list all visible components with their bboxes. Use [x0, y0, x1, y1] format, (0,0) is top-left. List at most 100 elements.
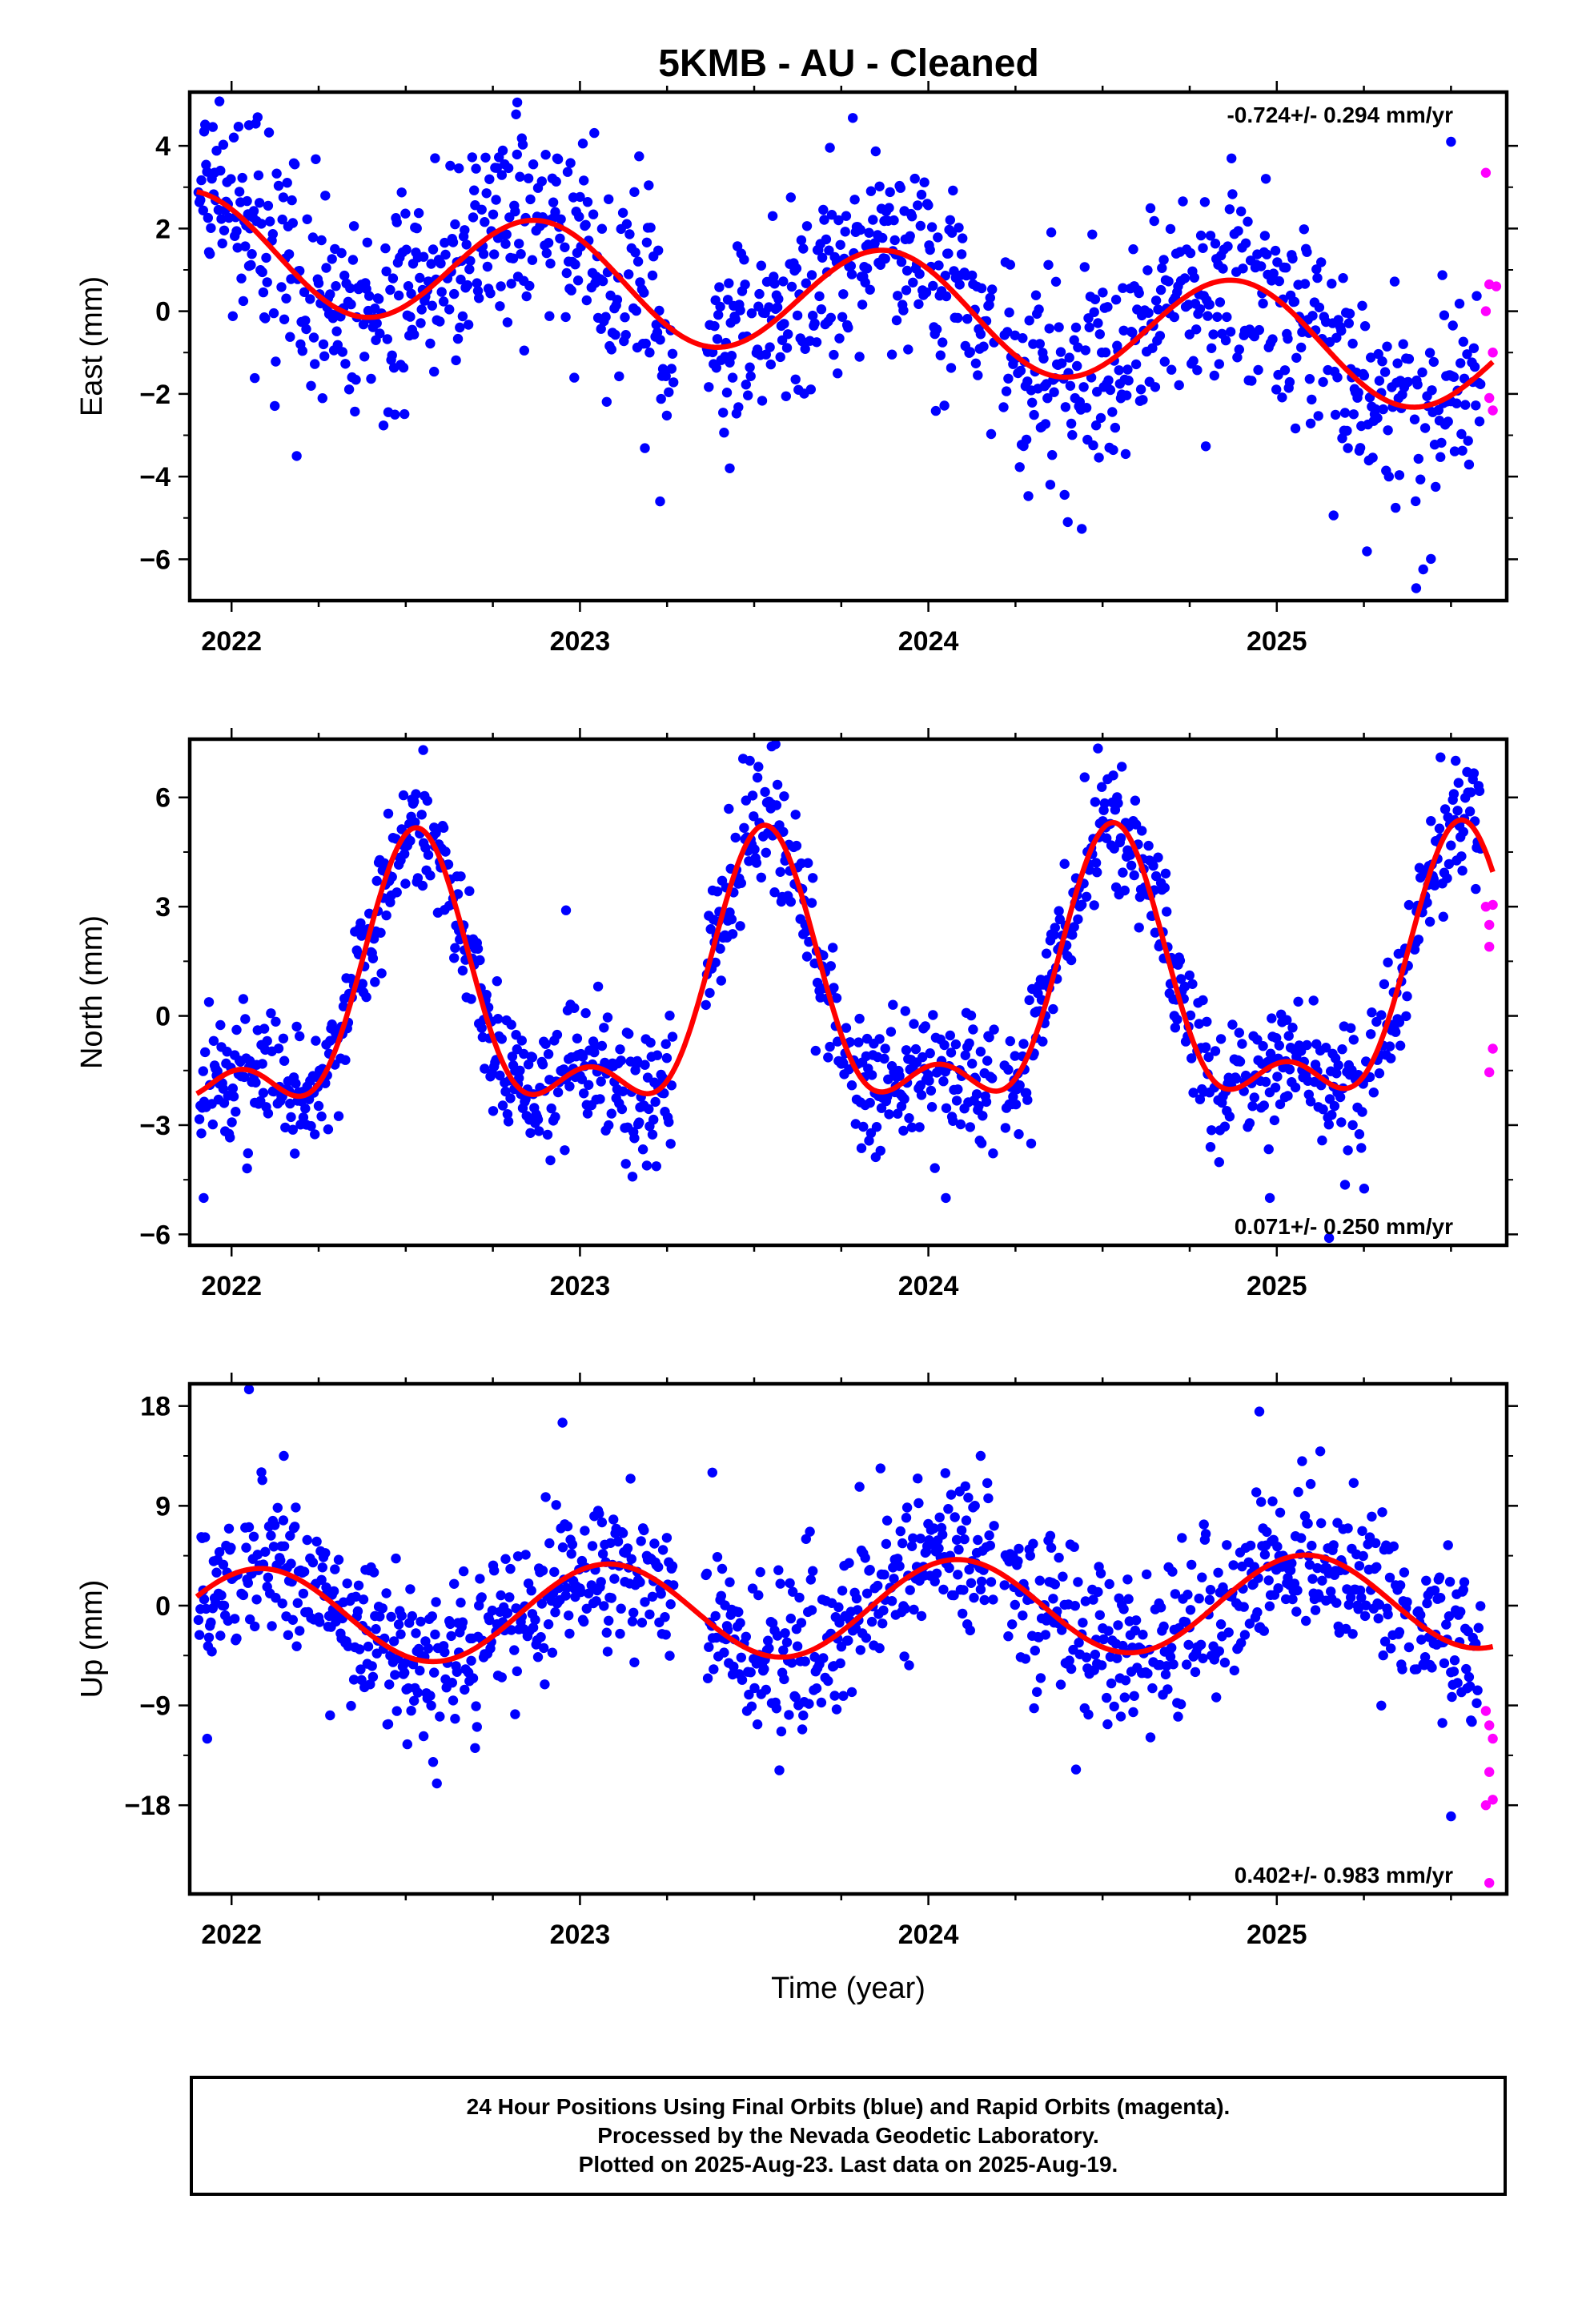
final-orbit-point	[785, 192, 796, 203]
final-orbit-point	[988, 1594, 998, 1605]
final-orbit-point	[701, 1568, 713, 1579]
final-orbit-point	[954, 223, 964, 233]
final-orbit-point	[200, 119, 211, 130]
final-orbit-point	[351, 1591, 361, 1602]
final-orbit-point	[321, 1582, 331, 1593]
final-orbit-point	[786, 1658, 797, 1668]
final-orbit-point	[1383, 1609, 1393, 1620]
final-orbit-point	[732, 241, 743, 251]
final-orbit-point	[1118, 283, 1128, 293]
final-orbit-point	[999, 1580, 1010, 1590]
final-orbit-point	[987, 284, 998, 295]
final-orbit-point	[897, 1538, 908, 1549]
final-orbit-point	[1281, 263, 1291, 273]
final-orbit-point	[1331, 1068, 1342, 1079]
final-orbit-point	[1357, 1526, 1367, 1537]
final-orbit-point	[1015, 365, 1026, 376]
final-orbit-point	[496, 1034, 507, 1044]
final-orbit-point	[1456, 851, 1467, 862]
final-orbit-point	[496, 281, 506, 292]
final-orbit-point	[1434, 1572, 1445, 1582]
final-orbit-point	[398, 790, 409, 801]
rapid-orbit-point	[1491, 281, 1502, 292]
final-orbit-point	[1092, 867, 1102, 878]
final-orbit-point	[1040, 419, 1051, 429]
final-orbit-point	[1105, 384, 1116, 396]
final-orbit-point	[1435, 752, 1446, 762]
final-orbit-point	[412, 1687, 424, 1698]
final-orbit-point	[1228, 1560, 1239, 1570]
final-orbit-point	[418, 251, 429, 262]
final-orbit-point	[713, 310, 724, 320]
final-orbit-point	[726, 351, 737, 361]
final-orbit-point	[317, 1562, 327, 1573]
final-orbit-point	[1222, 1540, 1232, 1550]
final-orbit-point	[796, 1618, 807, 1628]
final-orbit-point	[1066, 1663, 1077, 1675]
final-orbit-point	[865, 284, 875, 295]
final-orbit-point	[466, 1655, 476, 1666]
final-orbit-point	[347, 255, 359, 265]
final-orbit-point	[901, 265, 913, 276]
final-orbit-point	[975, 329, 986, 340]
final-orbit-point	[297, 346, 307, 356]
final-orbit-point	[1103, 375, 1114, 386]
final-orbit-point	[1316, 257, 1327, 267]
final-orbit-point	[895, 183, 906, 193]
final-orbit-point	[365, 1679, 375, 1690]
final-orbit-point	[472, 1722, 482, 1732]
final-orbit-point	[1029, 409, 1039, 420]
y-tick-label: −9	[139, 1691, 171, 1722]
final-orbit-point	[385, 284, 396, 296]
final-orbit-point	[481, 188, 492, 199]
final-orbit-point	[929, 1523, 939, 1534]
final-orbit-point	[561, 1582, 572, 1594]
final-orbit-point	[1182, 1659, 1192, 1670]
final-orbit-point	[606, 1593, 616, 1603]
final-orbit-point	[818, 204, 829, 215]
final-orbit-point	[576, 1586, 586, 1598]
final-orbit-point	[1220, 335, 1231, 346]
final-orbit-point	[778, 1645, 789, 1655]
final-orbit-point	[1189, 272, 1200, 283]
final-orbit-point	[666, 364, 677, 374]
final-orbit-point	[503, 1116, 514, 1127]
final-orbit-point	[1008, 1092, 1018, 1102]
final-orbit-point	[721, 388, 733, 398]
final-orbit-point	[596, 1577, 606, 1587]
final-orbit-point	[733, 1606, 744, 1618]
final-orbit-point	[1045, 1530, 1056, 1542]
final-orbit-point	[1403, 354, 1415, 364]
model-fit-line	[195, 817, 1496, 1100]
final-orbit-point	[1344, 308, 1355, 319]
final-orbit-point	[446, 1630, 456, 1642]
final-orbit-point	[1355, 443, 1366, 453]
final-orbit-point	[564, 1628, 575, 1639]
final-orbit-point	[884, 203, 894, 213]
y-axis-label: Up (mm)	[75, 1580, 109, 1699]
final-orbit-point	[976, 1138, 987, 1148]
final-orbit-point	[1293, 996, 1303, 1007]
final-orbit-point	[1471, 883, 1481, 895]
final-orbit-point	[464, 264, 475, 275]
final-orbit-point	[1128, 1707, 1138, 1718]
model-fit-line	[195, 189, 1495, 410]
final-orbit-point	[460, 1684, 470, 1695]
final-orbit-point	[497, 1100, 508, 1111]
final-orbit-point	[1102, 1692, 1112, 1703]
final-orbit-point	[987, 1073, 998, 1084]
final-orbit-point	[1391, 502, 1401, 513]
final-orbit-point	[302, 1534, 312, 1546]
final-orbit-point	[823, 1675, 833, 1687]
final-orbit-point	[1358, 1550, 1368, 1562]
final-orbit-point	[548, 197, 559, 207]
final-orbit-point	[893, 1554, 903, 1564]
final-orbit-point	[1195, 1639, 1207, 1650]
final-orbit-point	[1059, 858, 1070, 869]
final-orbit-point	[844, 1558, 854, 1568]
final-orbit-point	[944, 1562, 954, 1574]
final-orbit-point	[484, 1614, 495, 1626]
rapid-orbit-point	[1484, 1767, 1495, 1777]
final-orbit-point	[776, 1726, 787, 1737]
final-orbit-point	[1291, 1606, 1302, 1617]
